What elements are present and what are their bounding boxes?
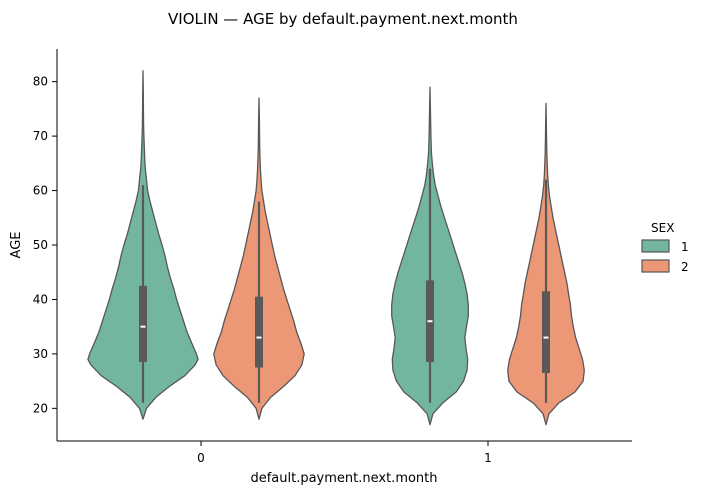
y-tick-label: 70: [33, 129, 48, 143]
legend: SEX 1 2: [641, 221, 689, 274]
y-tick-label: 40: [33, 292, 48, 306]
y-tick-label: 20: [33, 401, 48, 415]
y-ticks: 20 30 40 50 60 70 80: [33, 75, 57, 415]
iqr-box-sex-1-cat-0: [139, 285, 147, 363]
legend-swatch-1: [641, 239, 670, 253]
plot-area: [87, 70, 585, 426]
x-tick-label: 1: [484, 451, 492, 465]
y-tick-label: 80: [33, 75, 48, 89]
y-tick-label: 50: [33, 238, 48, 252]
x-tick-label: 0: [197, 451, 205, 465]
legend-label-1: 1: [681, 240, 689, 254]
y-axis-label: AGE: [9, 232, 24, 259]
chart-title: VIOLIN — AGE by default.payment.next.mon…: [168, 10, 518, 28]
iqr-box-sex-2-cat-0: [255, 296, 263, 368]
legend-label-2: 2: [681, 260, 689, 274]
x-axis-label: default.payment.next.month: [250, 471, 437, 486]
legend-swatch-2: [641, 259, 670, 273]
y-tick-label: 30: [33, 347, 48, 361]
iqr-box-sex-2-cat-1: [542, 291, 550, 373]
y-tick-label: 60: [33, 184, 48, 198]
legend-title: SEX: [651, 221, 674, 235]
